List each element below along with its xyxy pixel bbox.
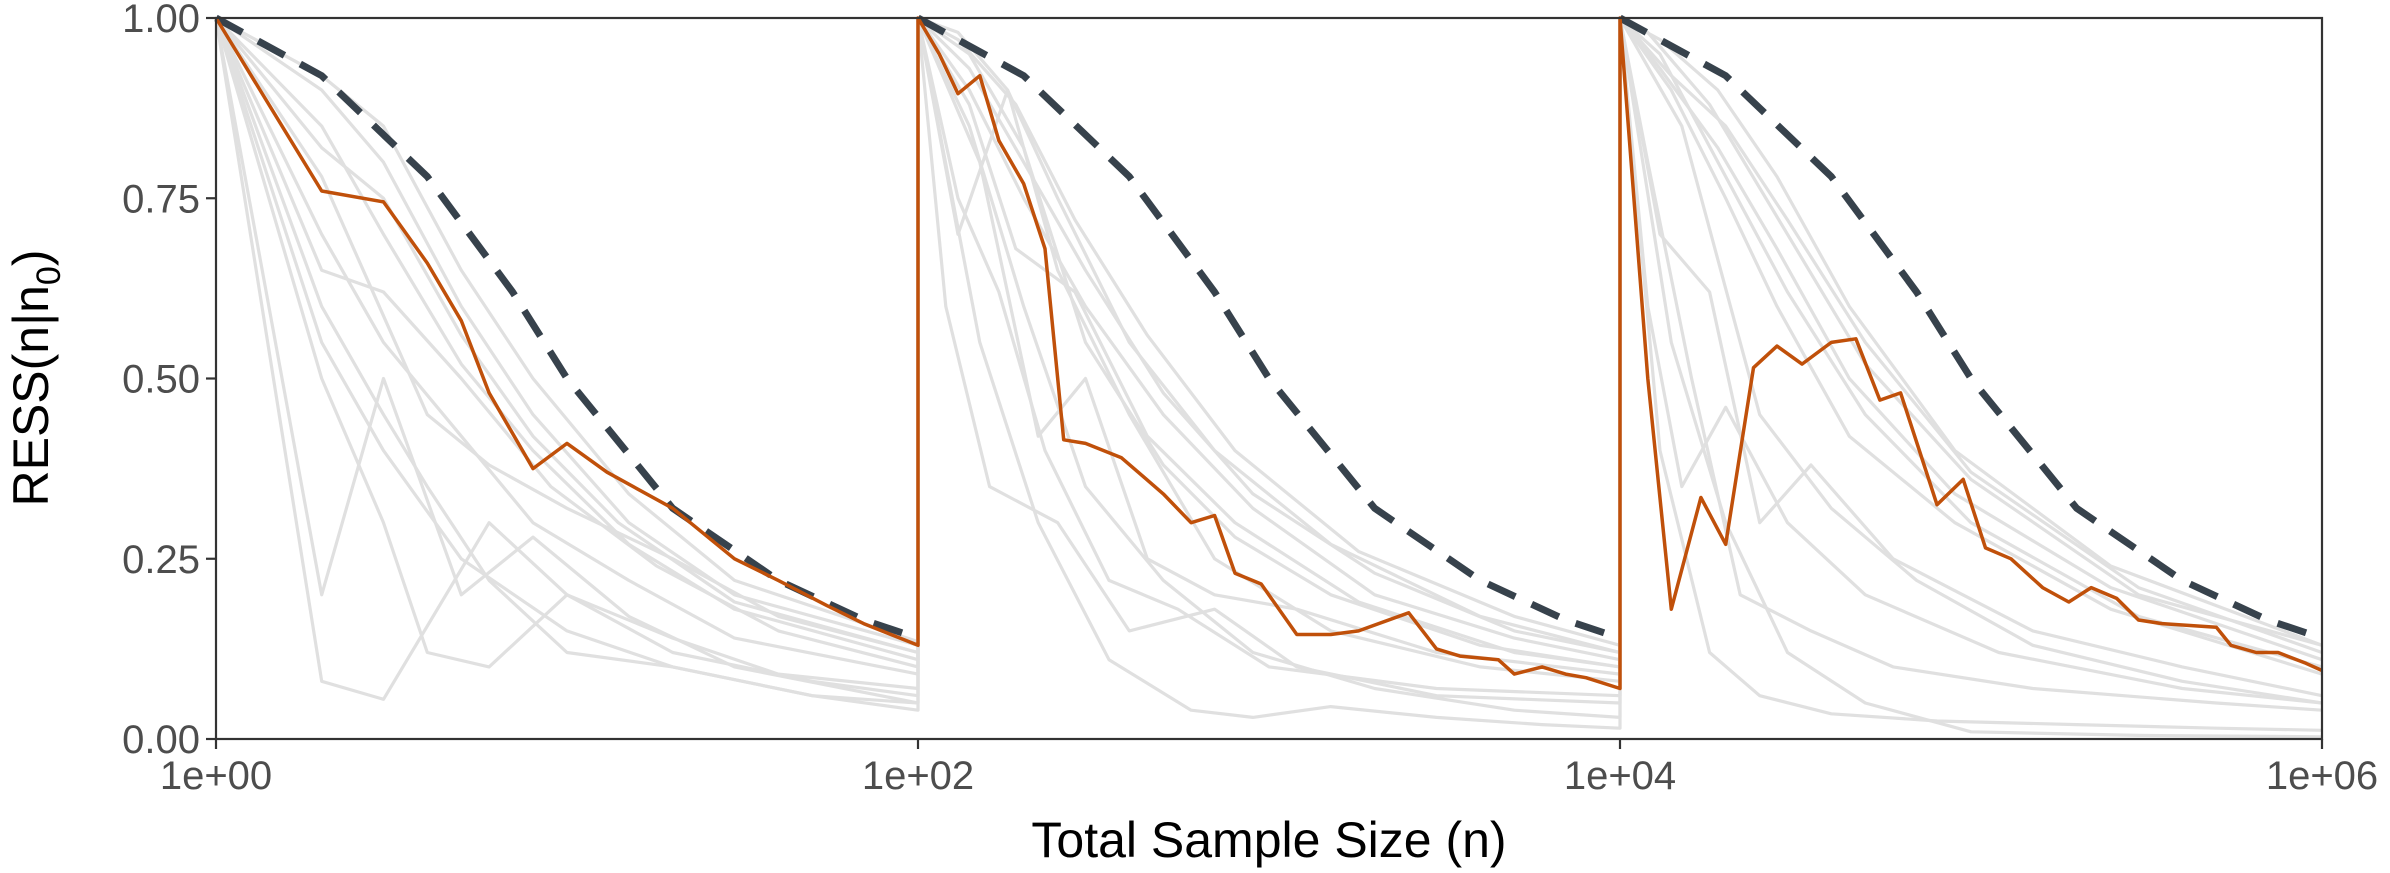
highlight-series-line [214, 16, 2323, 691]
x-tick-label: 1e+04 [1564, 754, 1676, 798]
background-series-line-10 [215, 16, 2323, 647]
plot-background [216, 18, 2322, 739]
reference-series-segment-1 [214, 14, 920, 642]
y-tick-label: 0.25 [122, 538, 200, 582]
background-series-line-3 [214, 16, 2323, 712]
reference-series-segment-3 [1618, 14, 2324, 642]
y-axis-title-main: RESS(n|n [3, 285, 59, 506]
x-tick-label: 1e+06 [2266, 754, 2378, 798]
y-axis-title-subscript: 0 [30, 266, 68, 285]
y-tick-label: 0.75 [122, 177, 200, 221]
background-series-line-9 [214, 16, 2323, 676]
y-axis-title: RESS(n|n0) [3, 250, 68, 507]
background-series-line-12 [214, 16, 2323, 662]
reference-series-segment-2 [916, 14, 1622, 642]
background-series-line-7 [215, 16, 2323, 655]
background-series-line-2 [214, 16, 2323, 739]
y-tick-label: 1.00 [122, 0, 200, 41]
x-axis: 1e+00 1e+02 1e+04 1e+06 [160, 739, 2378, 798]
background-series-line-11 [214, 16, 2323, 705]
highlight-series-group [214, 16, 2323, 691]
background-series-group [214, 16, 2323, 739]
y-axis: 0.00 0.25 0.50 0.75 1.00 [122, 0, 216, 762]
y-tick-label: 0.50 [122, 358, 200, 402]
background-series-line-4 [214, 16, 2323, 676]
reference-series-group [214, 14, 2324, 642]
background-series-line-1 [214, 16, 2323, 732]
x-tick-label: 1e+02 [862, 754, 974, 798]
x-axis-title: Total Sample Size (n) [1031, 812, 1506, 868]
y-axis-title-suffix: ) [3, 250, 59, 267]
background-series-line-5 [214, 16, 2323, 662]
y-tick-label: 0.00 [122, 718, 200, 762]
x-tick-label: 1e+00 [160, 754, 272, 798]
background-series-line-8 [214, 16, 2323, 712]
background-series-line-6 [214, 16, 2323, 698]
